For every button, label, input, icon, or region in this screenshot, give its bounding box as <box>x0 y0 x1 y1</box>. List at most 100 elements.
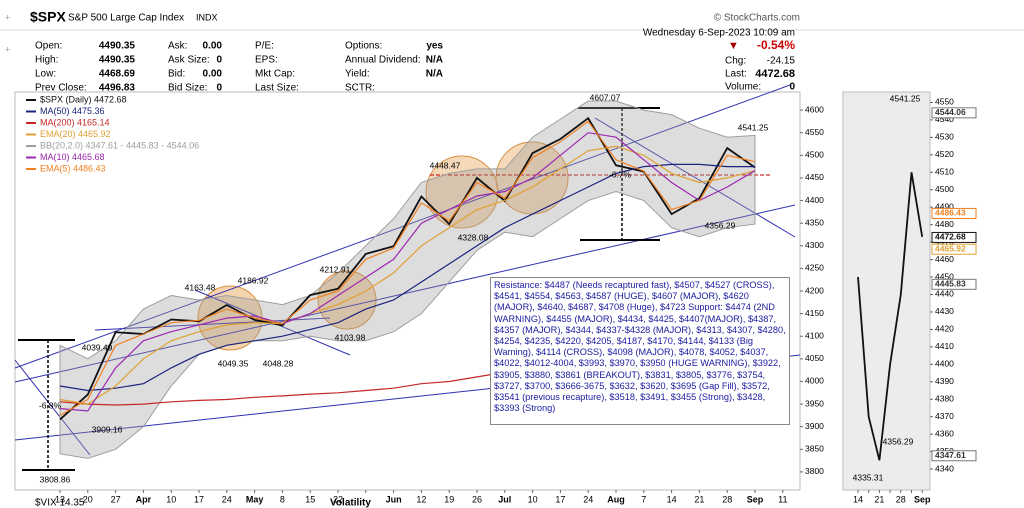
y-tick-label: 3850 <box>805 444 824 454</box>
quote-label: Open: <box>35 41 62 52</box>
x-tick-label: 21 <box>874 494 884 504</box>
quote-value: 4468.69 <box>99 69 136 80</box>
y-tick-label: 4400 <box>935 359 954 369</box>
x-tick-label: 17 <box>555 494 565 504</box>
quote-label: SCTR: <box>345 83 375 94</box>
price-tag-label: 4472.68 <box>935 232 966 242</box>
annotation: 4328.08 <box>458 232 489 242</box>
quote-label: P/E: <box>255 41 274 52</box>
series-line <box>857 172 924 461</box>
annotation: -6.7% <box>609 169 632 179</box>
annotation: 4186.92 <box>238 275 269 285</box>
chg-label: Chg: <box>725 56 746 67</box>
footer-panel: Volatility <box>330 498 371 508</box>
x-tick-label: 14 <box>667 494 677 504</box>
index-name: S&P 500 Large Cap Index <box>68 13 184 24</box>
x-tick-label: 22 <box>333 494 343 504</box>
annotation: 4356.29 <box>883 436 914 446</box>
chg: -24.15 <box>767 56 796 67</box>
volume: 0 <box>789 82 795 93</box>
quote-value: 4496.83 <box>99 83 136 94</box>
price-tag <box>931 107 977 119</box>
x-tick-label: 13 <box>55 494 65 504</box>
price-tag <box>931 243 977 255</box>
legend-label: MA(200) 4165.14 <box>40 117 110 127</box>
x-tick-label: 15 <box>305 494 315 504</box>
quote-label: Ask: <box>168 41 187 52</box>
annotation: 4541.25 <box>890 93 921 103</box>
price-tag <box>931 278 977 290</box>
quote-value: 0 <box>216 83 222 94</box>
quote-label: EPS: <box>255 55 278 66</box>
annotation: 3909.16 <box>92 424 123 434</box>
y-tick-label: 4500 <box>935 184 954 194</box>
footer-symbol: $VIX 14.35 <box>35 498 85 508</box>
annotation: 4039.49 <box>82 342 113 352</box>
quote-value: 0 <box>216 55 222 66</box>
y-tick-label: 4050 <box>805 353 824 363</box>
series-line <box>59 132 756 412</box>
series-line <box>59 145 756 405</box>
series-line <box>59 116 756 421</box>
y-tick-label: 4410 <box>935 341 954 351</box>
y-tick-label: 4430 <box>935 306 954 316</box>
quote-value: 4490.35 <box>99 41 136 52</box>
quote-value: 0.00 <box>203 41 223 52</box>
y-tick-label: 4540 <box>935 114 954 124</box>
x-tick-label: 21 <box>694 494 704 504</box>
quote-label: Bid: <box>168 69 185 80</box>
price-tag-label: 4445.83 <box>935 279 966 289</box>
quote-label: High: <box>35 55 58 66</box>
y-tick-label: 4550 <box>805 127 824 137</box>
quote-value: N/A <box>426 55 443 66</box>
price-tag-label: 4486.43 <box>935 208 966 218</box>
date: Wednesday 6-Sep-2023 10:09 am <box>643 28 795 39</box>
trendline <box>14 359 91 456</box>
annotation: 4163.48 <box>185 282 216 292</box>
y-tick-label: 4380 <box>935 393 954 403</box>
y-tick-label: 4480 <box>935 219 954 229</box>
series-line <box>59 120 756 416</box>
resistance-note: Resistance: $4487 (Needs recaptured fast… <box>490 277 790 425</box>
x-tick-label: 24 <box>222 494 232 504</box>
quote-label: Annual Dividend: <box>345 55 421 66</box>
legend-label: MA(50) 4475.36 <box>40 106 105 116</box>
y-tick-label: 4500 <box>805 150 824 160</box>
annotation: 3808.86 <box>40 474 71 484</box>
y-tick-label: 4360 <box>935 428 954 438</box>
quote-label: Last Size: <box>255 83 299 94</box>
icon: + <box>5 44 10 54</box>
quote-value: N/A <box>426 69 443 80</box>
x-tick-label: 20 <box>83 494 93 504</box>
x-tick-label: Jun <box>386 494 402 504</box>
y-tick-label: 4340 <box>935 463 954 473</box>
x-tick-label: Sep <box>747 494 764 504</box>
legend-label: $SPX (Daily) 4472.68 <box>40 94 127 104</box>
last-label: Last: <box>725 69 747 80</box>
price-tag <box>931 207 977 219</box>
y-tick-label: 4530 <box>935 132 954 142</box>
last: 4472.68 <box>755 68 795 80</box>
source: © StockCharts.com <box>714 13 800 24</box>
x-tick-label: 19 <box>444 494 454 504</box>
x-tick-label: 17 <box>194 494 204 504</box>
trendline <box>14 84 791 369</box>
price-tag-label: 4465.92 <box>935 243 966 253</box>
quote-label: Low: <box>35 69 56 80</box>
quote-value: 4490.35 <box>99 55 136 66</box>
annotation: 4103.98 <box>335 332 366 342</box>
x-tick-label: 28 <box>722 494 732 504</box>
x-tick-label: 8 <box>280 494 285 504</box>
quote-label: Yield: <box>345 69 370 80</box>
y-tick-label: 4150 <box>805 308 824 318</box>
y-tick-label: 4490 <box>935 201 954 211</box>
exchange: INDX <box>196 12 218 22</box>
trendline <box>194 289 351 356</box>
trendline <box>14 204 796 383</box>
legend-label: EMA(5) 4486.43 <box>40 163 106 173</box>
x-tick-label: Sep <box>914 494 931 504</box>
y-tick-label: 4510 <box>935 167 954 177</box>
annotation: -6.8% <box>39 400 62 410</box>
down-arrow: ▼ <box>728 40 739 52</box>
